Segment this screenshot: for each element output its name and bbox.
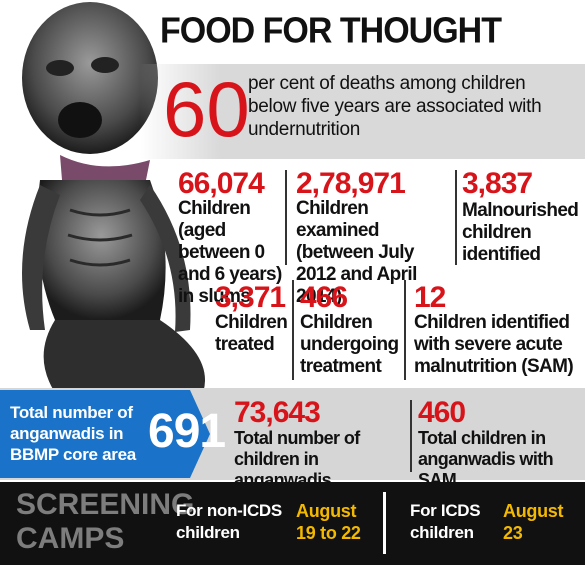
divider [455, 170, 457, 265]
divider [292, 280, 294, 380]
anganwadi-sam-label: Total children in anganwadis with SAM [418, 428, 554, 490]
stat-slum-children-label: Children (aged between 0 and 6 years) in… [178, 198, 282, 307]
screening-non-icds-label: For non-ICDS children [176, 501, 282, 542]
divider [404, 280, 406, 380]
child-photo [22, 2, 205, 400]
anganwadi-total-label: Total number of anganwadis in BBMP core … [10, 403, 136, 464]
headline-stat-text: per cent of deaths among children below … [248, 73, 542, 140]
stat-sam-label: Children identified with severe acute ma… [414, 312, 574, 377]
anganwadi-total-value: 691 [148, 405, 226, 458]
anganwadi-total-box [0, 390, 210, 478]
stat-malnourished-value: 3,837 [462, 167, 533, 200]
page-title: FOOD FOR THOUGHT [160, 11, 502, 51]
stat-sam-value: 12 [414, 281, 446, 314]
stat-slum-children-value: 66,074 [178, 167, 265, 200]
stat-treated-label: Children treated [215, 312, 288, 355]
divider [285, 170, 287, 265]
stat-examined-value: 2,78,971 [296, 167, 406, 200]
divider [410, 400, 412, 472]
stat-examined-label: Children examined (between July 2012 and… [296, 198, 417, 307]
anganwadi-children-value: 73,643 [234, 396, 321, 429]
stat-malnourished-label: Malnourished children identified [462, 200, 579, 265]
stat-treated-value: 3,371 [215, 281, 286, 314]
headline-stat-value: 60 [163, 65, 250, 153]
screening-heading: SCREENING CAMPS [16, 488, 195, 555]
headline-banner [140, 64, 585, 159]
screening-icds-date: August 23 [503, 501, 564, 543]
screening-divider [383, 492, 386, 554]
stat-undergoing-label: Children undergoing treatment [300, 312, 399, 377]
screening-bar [0, 482, 585, 565]
screening-icds-label: For ICDS children [410, 501, 481, 542]
stat-undergoing-value: 466 [300, 281, 348, 314]
anganwadi-sam-value: 460 [418, 396, 466, 429]
screening-non-icds-date: August 19 to 22 [296, 501, 361, 543]
